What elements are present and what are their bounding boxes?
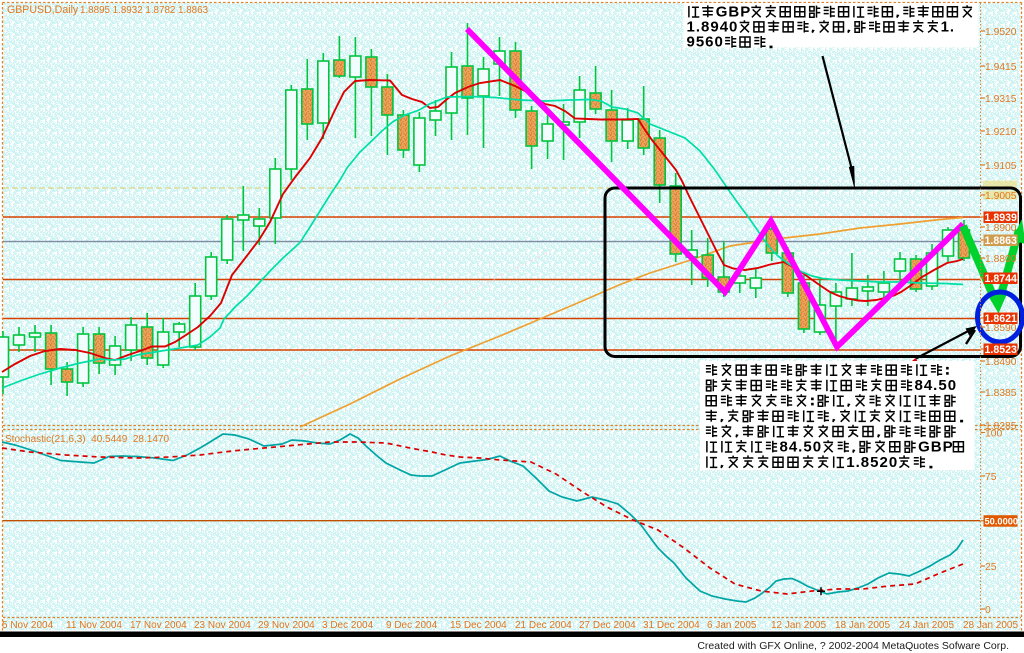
svg-text:1.8621: 1.8621: [985, 313, 1018, 325]
svg-text:1.8800: 1.8800: [985, 254, 1017, 265]
svg-text:1.8900: 1.8900: [985, 223, 1017, 234]
svg-text:100: 100: [985, 428, 1002, 439]
svg-text:Stochastic(21,6,3) 40.5449 2: Stochastic(21,6,3) 40.5449 28.1470: [5, 434, 169, 445]
svg-text:1.8523: 1.8523: [985, 344, 1018, 356]
svg-text:1.8939: 1.8939: [985, 212, 1018, 224]
svg-text:28 Jan 2005: 28 Jan 2005: [963, 620, 1018, 631]
svg-text:6 Jan 2005: 6 Jan 2005: [707, 620, 757, 631]
svg-text:25: 25: [985, 562, 997, 573]
svg-text:3 Dec 2004: 3 Dec 2004: [322, 620, 374, 631]
svg-text:1.8285: 1.8285: [985, 421, 1017, 432]
svg-text:1.8744: 1.8744: [985, 273, 1018, 285]
svg-text:1.9520: 1.9520: [985, 27, 1017, 38]
svg-text:17 Nov 2004: 17 Nov 2004: [130, 620, 187, 631]
svg-text:0: 0: [985, 605, 991, 616]
svg-text:27 Dec 2004: 27 Dec 2004: [579, 620, 636, 631]
svg-text:1.8863: 1.8863: [985, 235, 1018, 247]
svg-text:12 Jan 2005: 12 Jan 2005: [771, 620, 826, 631]
svg-text:50.0000: 50.0000: [985, 517, 1019, 527]
svg-text:1.8490: 1.8490: [985, 357, 1017, 368]
svg-text:11 Nov 2004: 11 Nov 2004: [66, 620, 122, 631]
svg-text:23 Nov 2004: 23 Nov 2004: [194, 620, 251, 631]
svg-text:24 Jan 2005: 24 Jan 2005: [899, 620, 954, 631]
svg-text:31 Dec 2004: 31 Dec 2004: [643, 620, 700, 631]
svg-text:1.8590: 1.8590: [985, 323, 1017, 334]
svg-text:84.50: 84.50: [915, 377, 958, 394]
svg-text:5 Nov 2004: 5 Nov 2004: [2, 620, 54, 631]
svg-text:9 Dec 2004: 9 Dec 2004: [386, 620, 438, 631]
svg-text:1.9210: 1.9210: [985, 127, 1017, 138]
svg-text:18 Jan 2005: 18 Jan 2005: [835, 620, 890, 631]
svg-text:GBP: GBP: [716, 3, 752, 20]
svg-text:1.9105: 1.9105: [985, 161, 1017, 172]
svg-text:1.8940: 1.8940: [687, 19, 739, 36]
svg-text:15 Dec 2004: 15 Dec 2004: [450, 620, 507, 631]
svg-text:21 Dec 2004: 21 Dec 2004: [515, 620, 572, 631]
svg-text:1.8520: 1.8520: [846, 454, 898, 471]
svg-text:1.9005: 1.9005: [985, 191, 1017, 202]
svg-text:1.8385: 1.8385: [985, 388, 1017, 399]
svg-text:1.8895 1.8932 1.8782 1.8863: 1.8895 1.8932 1.8782 1.8863: [80, 5, 209, 16]
svg-text:1.9315: 1.9315: [985, 94, 1017, 105]
svg-text:GBPUSD,Daily: GBPUSD,Daily: [7, 4, 79, 16]
svg-text:29 Nov 2004: 29 Nov 2004: [258, 620, 315, 631]
svg-text:84.50: 84.50: [780, 438, 823, 455]
svg-text:9560: 9560: [687, 34, 724, 51]
svg-text:GBP: GBP: [918, 438, 954, 455]
svg-text:1.9415: 1.9415: [985, 62, 1017, 73]
svg-text:75: 75: [985, 472, 997, 483]
svg-text:Created with GFX Online, ? 200: Created with GFX Online, ? 2002-2004 Met…: [697, 640, 1009, 652]
svg-text:1.: 1.: [941, 19, 956, 36]
